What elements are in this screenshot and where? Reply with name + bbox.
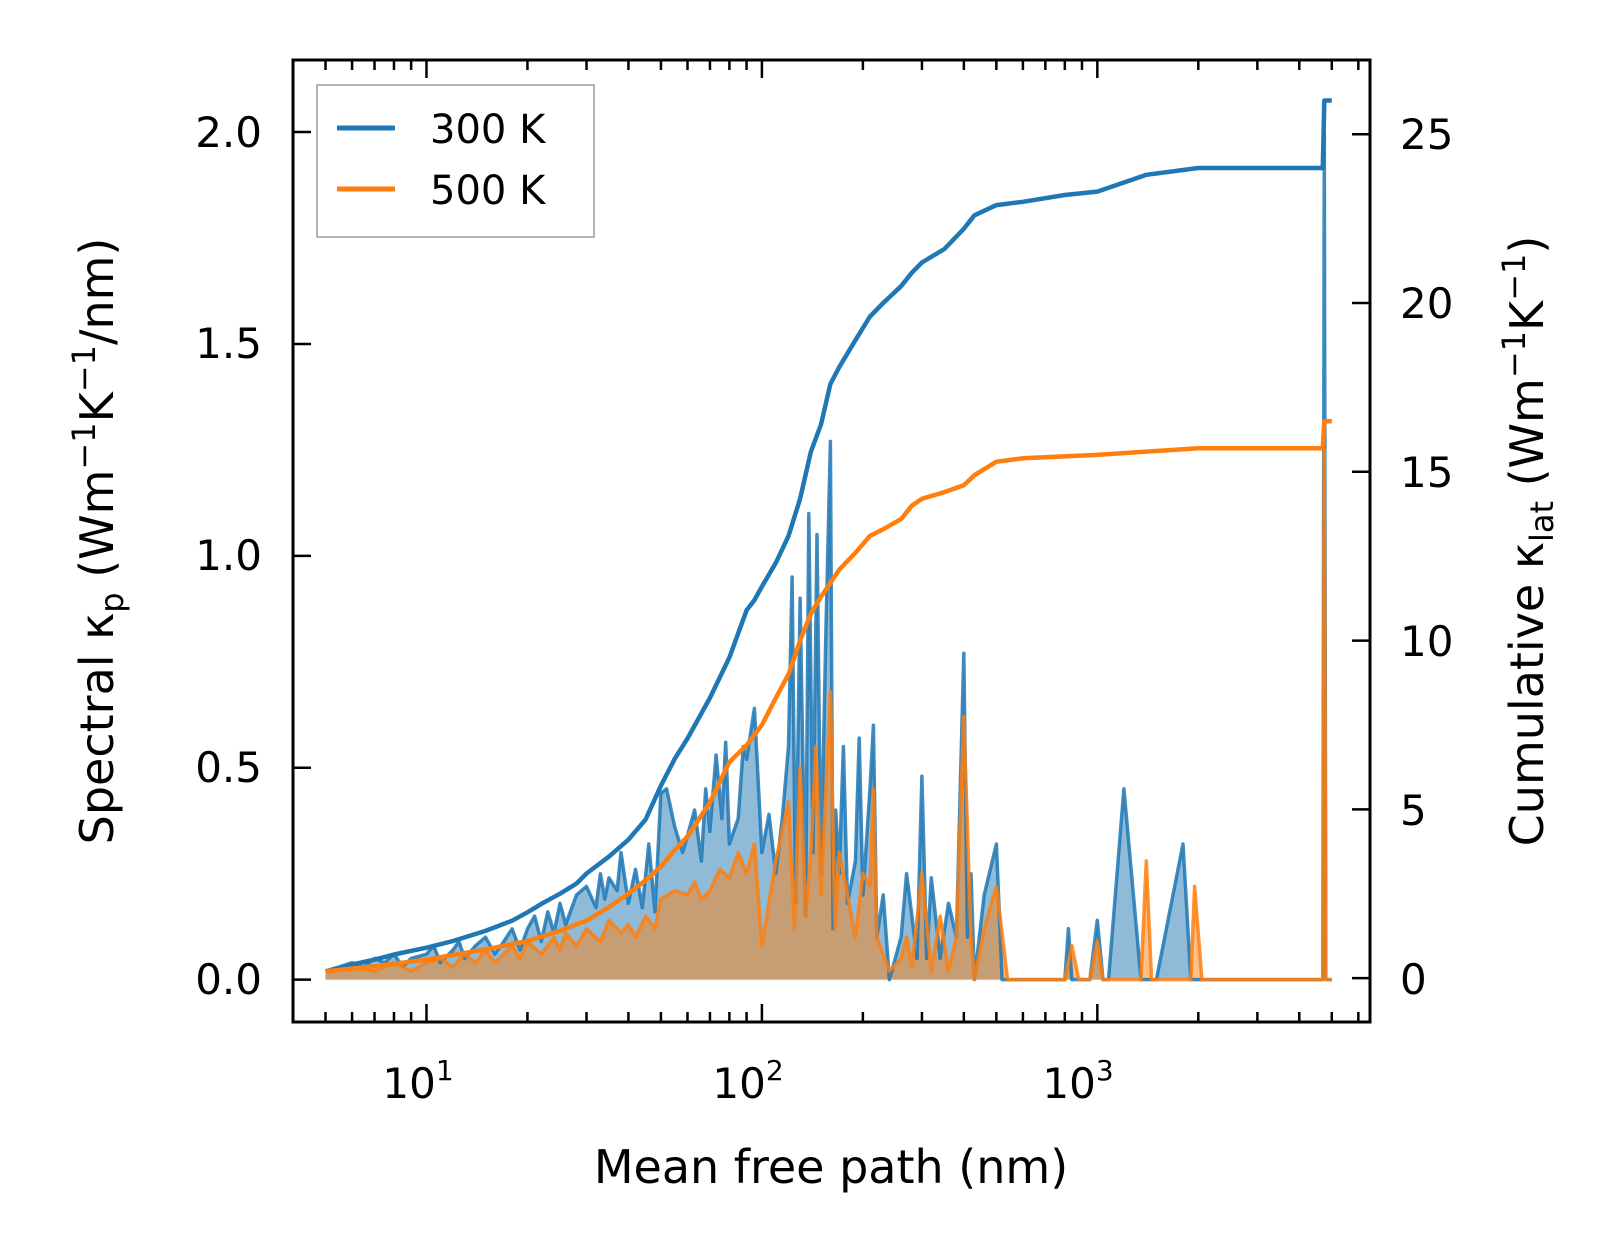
y-left-tick-label-0.5: 0.5 — [195, 743, 262, 792]
300-k-cumulative-line — [324, 98, 1332, 974]
x-axis-label: Mean free path (nm) — [594, 1140, 1068, 1194]
legend-label-500k: 500 K — [430, 168, 547, 214]
y-right-tick-label-20: 20 — [1400, 279, 1453, 328]
plot-frame — [291, 58, 1372, 1024]
y-right-tick-label-10: 10 — [1400, 617, 1453, 666]
y-right-tick-label-15: 15 — [1400, 448, 1453, 497]
legend-label-300k: 300 K — [430, 107, 547, 153]
x-tick-label-1000: 103 — [1042, 1054, 1113, 1108]
legend-box — [316, 84, 595, 238]
y-left-tick-label-2.0: 2.0 — [195, 108, 262, 157]
500-k-spectral-area — [325, 449, 1332, 980]
y-right-tick-label-5: 5 — [1400, 786, 1427, 835]
y-left-tick-label-0: 0.0 — [195, 955, 262, 1004]
x-tick-label-10: 101 — [382, 1054, 453, 1108]
y-left-tick-label-1.5: 1.5 — [195, 319, 262, 368]
y-right-axis-label: Cumulative κlat (Wm−1K−1) — [1495, 236, 1561, 847]
500-k-spectral-line — [325, 448, 1332, 982]
y-right-tick-label-25: 25 — [1400, 110, 1453, 159]
legend: 300 K 500 K — [316, 84, 595, 238]
y-left-axis-label: Spectral κp (Wm−1K−1/nm) — [65, 238, 131, 845]
spectral-lines — [324, 130, 1332, 982]
y-right-tick-label-0: 0 — [1400, 955, 1427, 1004]
x-tick-label-100: 102 — [712, 1054, 783, 1108]
y-left-tick-label-1.0: 1.0 — [195, 531, 262, 580]
axis-ticks — [291, 60, 1370, 1022]
cumulative-lines — [324, 98, 1332, 974]
500-k-cumulative-line — [325, 418, 1332, 974]
